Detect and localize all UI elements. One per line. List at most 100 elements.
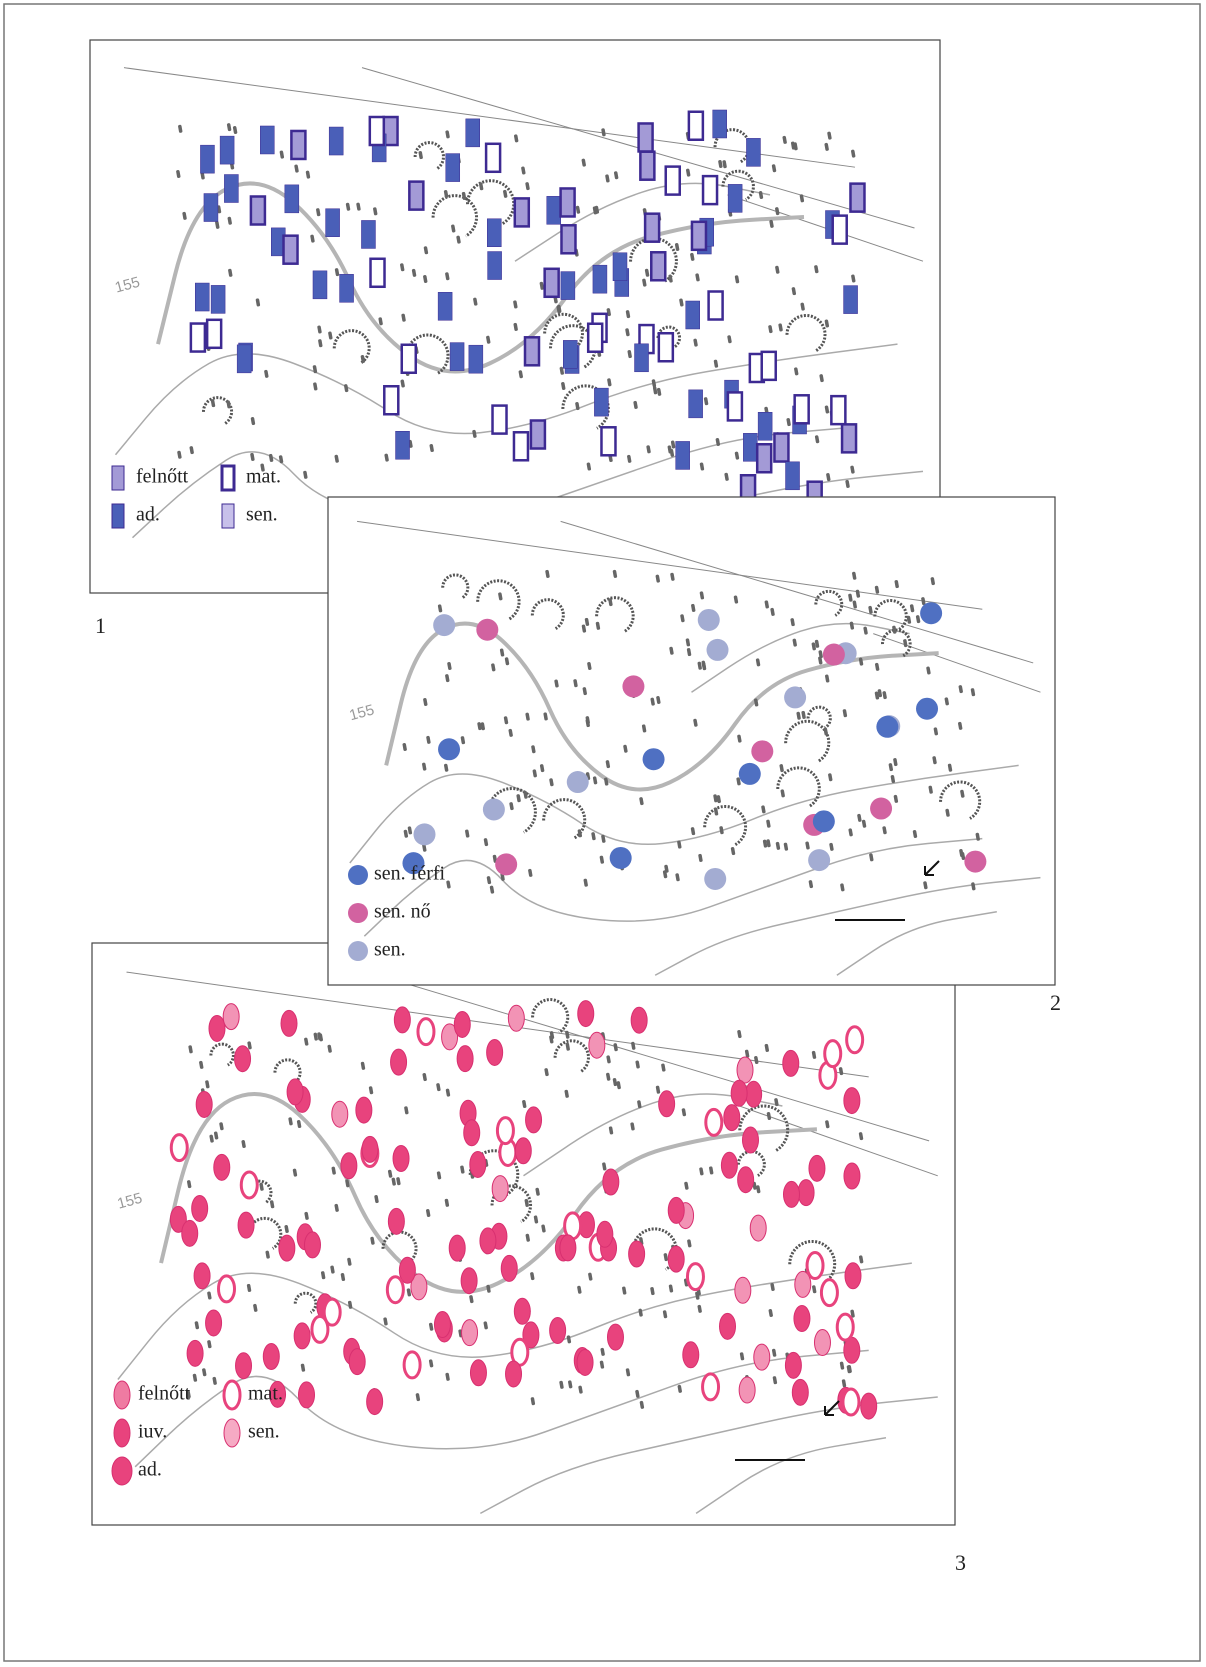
burial-marker xyxy=(706,638,729,661)
grave xyxy=(426,735,431,744)
legend-label: iuv. xyxy=(138,1421,167,1443)
grave xyxy=(313,1032,318,1041)
burial-marker xyxy=(612,252,628,281)
grave xyxy=(839,1361,845,1370)
grave xyxy=(533,1215,539,1224)
burial-marker xyxy=(200,144,215,174)
grave xyxy=(559,366,564,375)
grave xyxy=(317,325,322,334)
burial-marker xyxy=(813,1329,831,1357)
grave xyxy=(890,775,896,784)
grave xyxy=(486,335,491,344)
grave xyxy=(331,1166,336,1175)
burial-marker xyxy=(843,285,858,314)
grave xyxy=(446,880,451,889)
grave xyxy=(730,847,736,856)
grave xyxy=(213,1131,219,1140)
grave xyxy=(602,1162,607,1171)
grave xyxy=(970,688,976,697)
burial-marker xyxy=(513,197,531,228)
grave xyxy=(851,149,856,158)
grave xyxy=(594,205,600,214)
contour-line xyxy=(134,1349,869,1468)
grave xyxy=(686,648,692,657)
burial-marker xyxy=(361,1135,379,1163)
burial-marker xyxy=(416,1017,436,1047)
burial-marker xyxy=(773,432,790,463)
legend-symbol xyxy=(111,1456,133,1486)
burial-marker xyxy=(791,1378,809,1406)
burial-marker xyxy=(456,1045,474,1073)
grave xyxy=(786,418,791,427)
grave xyxy=(679,298,684,307)
legend-label: mat. xyxy=(248,1383,283,1405)
grave xyxy=(601,128,606,137)
ring-ditch xyxy=(553,1039,590,1074)
grave xyxy=(841,1379,847,1388)
grave xyxy=(703,397,709,406)
grave xyxy=(347,1300,353,1309)
burial-marker xyxy=(793,394,810,425)
grave xyxy=(189,446,194,455)
grave xyxy=(699,462,705,471)
grave xyxy=(605,760,611,769)
grave xyxy=(848,828,853,837)
grave xyxy=(944,697,949,706)
burial-marker xyxy=(514,1137,532,1165)
grave xyxy=(819,374,824,383)
burial-marker xyxy=(741,1126,759,1154)
grave xyxy=(625,328,630,337)
grave xyxy=(565,1042,570,1051)
north-arrow xyxy=(924,860,940,876)
grave xyxy=(400,263,405,272)
grave xyxy=(592,776,598,785)
grave xyxy=(426,1209,431,1218)
legend-symbol xyxy=(113,1418,131,1448)
grave xyxy=(770,607,775,616)
burial-marker xyxy=(823,1039,843,1069)
grave xyxy=(608,598,613,607)
grave xyxy=(232,125,238,135)
grave xyxy=(947,763,953,772)
grave xyxy=(480,722,485,731)
grave xyxy=(800,302,805,311)
grave xyxy=(391,1177,396,1186)
contour-label: 155 xyxy=(113,274,142,297)
grave xyxy=(514,134,519,143)
grave xyxy=(677,840,682,849)
grave xyxy=(423,246,429,255)
burial-marker xyxy=(189,322,207,353)
burial-marker xyxy=(704,1107,724,1137)
burial-marker xyxy=(284,184,300,214)
legend-label: ad. xyxy=(136,504,160,526)
burial-marker xyxy=(236,344,252,374)
grave xyxy=(456,235,461,244)
burial-marker xyxy=(523,336,541,367)
legend-label: ad. xyxy=(138,1459,162,1481)
grave xyxy=(384,453,389,462)
grave xyxy=(790,618,795,627)
burial-marker xyxy=(785,461,800,491)
legend-label: sen. xyxy=(374,939,406,961)
burial-marker xyxy=(845,1025,865,1055)
grave xyxy=(422,762,427,771)
ring-ditch xyxy=(476,579,521,621)
grave xyxy=(188,1045,193,1054)
ring-ditch xyxy=(814,589,844,617)
grave xyxy=(690,827,696,836)
grave xyxy=(825,1120,830,1129)
grave xyxy=(210,399,216,408)
grave xyxy=(478,182,484,191)
grave xyxy=(635,1060,640,1069)
grave xyxy=(680,614,685,623)
grave xyxy=(903,639,908,648)
burial-marker xyxy=(249,195,267,226)
grave xyxy=(861,819,867,828)
burial-marker xyxy=(738,762,761,785)
grave xyxy=(226,123,232,132)
grave xyxy=(770,1282,775,1291)
grave xyxy=(796,711,801,720)
grave xyxy=(525,1233,530,1242)
burial-marker xyxy=(667,1196,685,1224)
burial-marker xyxy=(712,109,727,139)
